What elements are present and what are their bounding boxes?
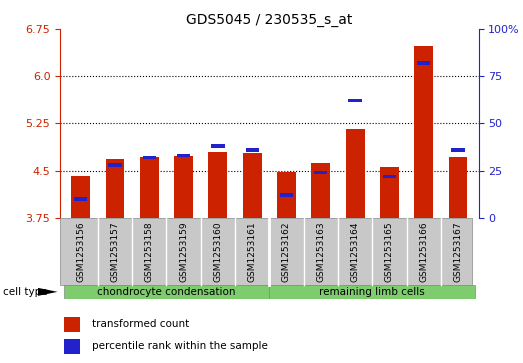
Text: remaining limb cells: remaining limb cells: [320, 287, 425, 297]
Text: GSM1253166: GSM1253166: [419, 221, 428, 282]
Text: percentile rank within the sample: percentile rank within the sample: [92, 341, 267, 351]
Bar: [174, 155, 193, 218]
Text: GSM1253160: GSM1253160: [213, 221, 222, 282]
Text: GSM1253167: GSM1253167: [453, 221, 462, 282]
Text: transformed count: transformed count: [92, 319, 189, 330]
Bar: [346, 129, 365, 218]
Bar: [140, 157, 159, 218]
Text: GSM1253165: GSM1253165: [385, 221, 394, 282]
Bar: [414, 46, 433, 218]
Text: chondrocyte condensation: chondrocyte condensation: [97, 287, 236, 297]
Bar: [383, 175, 396, 178]
Bar: [277, 172, 296, 218]
Bar: [60, 218, 472, 285]
Bar: [177, 154, 190, 157]
Bar: [311, 163, 330, 218]
Bar: [64, 285, 269, 299]
Bar: [348, 99, 362, 102]
Bar: [211, 144, 224, 148]
Text: GSM1253162: GSM1253162: [282, 221, 291, 282]
Bar: [108, 163, 122, 167]
Bar: [71, 176, 90, 218]
Text: GSM1253157: GSM1253157: [110, 221, 120, 282]
Bar: [74, 197, 87, 201]
Bar: [269, 285, 475, 299]
Text: GSM1253159: GSM1253159: [179, 221, 188, 282]
Text: cell type: cell type: [3, 287, 47, 297]
Text: GSM1253158: GSM1253158: [145, 221, 154, 282]
Text: GSM1253156: GSM1253156: [76, 221, 85, 282]
Bar: [143, 156, 156, 159]
Title: GDS5045 / 230535_s_at: GDS5045 / 230535_s_at: [186, 13, 353, 26]
Bar: [209, 152, 228, 218]
Bar: [64, 317, 81, 332]
Bar: [106, 159, 124, 218]
Polygon shape: [38, 288, 58, 296]
Bar: [417, 61, 430, 65]
Bar: [280, 193, 293, 197]
Text: GSM1253161: GSM1253161: [248, 221, 257, 282]
Bar: [243, 153, 262, 218]
Bar: [64, 339, 81, 354]
Bar: [314, 171, 327, 174]
Bar: [380, 167, 399, 218]
Text: GSM1253164: GSM1253164: [350, 221, 360, 282]
Text: GSM1253163: GSM1253163: [316, 221, 325, 282]
Bar: [449, 157, 468, 218]
Bar: [451, 148, 464, 151]
Bar: [246, 148, 259, 151]
